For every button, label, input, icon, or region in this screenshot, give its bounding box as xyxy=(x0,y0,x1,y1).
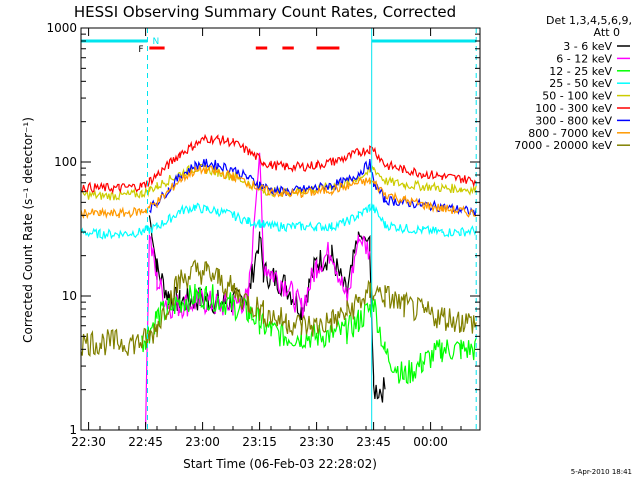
y-axis-label: Corrected Count Rate (s⁻¹ detector⁻¹) xyxy=(21,117,35,343)
x-tick-label: 22:30 xyxy=(71,435,106,449)
legend-label: 300 - 800 keV xyxy=(535,114,612,127)
legend-label: 25 - 50 keV xyxy=(549,77,612,90)
chart-title: HESSI Observing Summary Count Rates, Cor… xyxy=(74,3,456,21)
legend-label: 6 - 12 keV xyxy=(556,52,612,65)
flag-f-label: F xyxy=(138,45,143,55)
x-tick-label: 23:00 xyxy=(185,435,220,449)
plot-frame xyxy=(80,27,481,431)
footer-timestamp: 5-Apr-2010 18:41 xyxy=(571,468,632,476)
x-tick-label: 23:30 xyxy=(299,435,334,449)
x-tick-label: 23:15 xyxy=(242,435,277,449)
legend-label: 7000 - 20000 keV xyxy=(514,139,612,152)
series-line-300-800-kev xyxy=(148,158,477,217)
y-tick-label: 10 xyxy=(62,289,77,303)
x-tick-label: 23:45 xyxy=(356,435,391,449)
flag-n-label: N xyxy=(153,37,160,47)
series-line-7000-20000-kev xyxy=(80,259,477,357)
series-layer xyxy=(80,133,477,428)
plot-area: FN 22:30 22:45 23:00 23:15 23:30 23:45 00:00 1 1… xyxy=(46,21,481,449)
legend-header-line2: Att 0 xyxy=(594,26,620,39)
x-axis-label: Start Time (06-Feb-03 22:28:02) xyxy=(183,457,377,471)
legend-label: 800 - 7000 keV xyxy=(528,127,612,140)
x-tick-label: 22:45 xyxy=(128,435,163,449)
legend-label: 3 - 6 keV xyxy=(563,40,612,53)
x-tick-label: 00:00 xyxy=(413,435,448,449)
marker-layer: FN xyxy=(81,28,477,430)
legend-header-line1: Det 1,3,4,5,6,9, xyxy=(546,14,632,27)
legend-label: 100 - 300 keV xyxy=(535,102,612,115)
axes-layer: 22:30 22:45 23:00 23:15 23:30 23:45 00:00 1 10 10… xyxy=(46,21,481,449)
series-line-25-50-kev xyxy=(80,202,477,240)
y-tick-label: 1000 xyxy=(46,21,77,35)
y-tick-label: 1 xyxy=(69,423,77,437)
y-tick-label: 100 xyxy=(54,155,77,169)
series-line-12-25-kev xyxy=(141,283,477,385)
legend-label: 12 - 25 keV xyxy=(549,65,612,78)
legend-label: 50 - 100 keV xyxy=(542,90,612,103)
